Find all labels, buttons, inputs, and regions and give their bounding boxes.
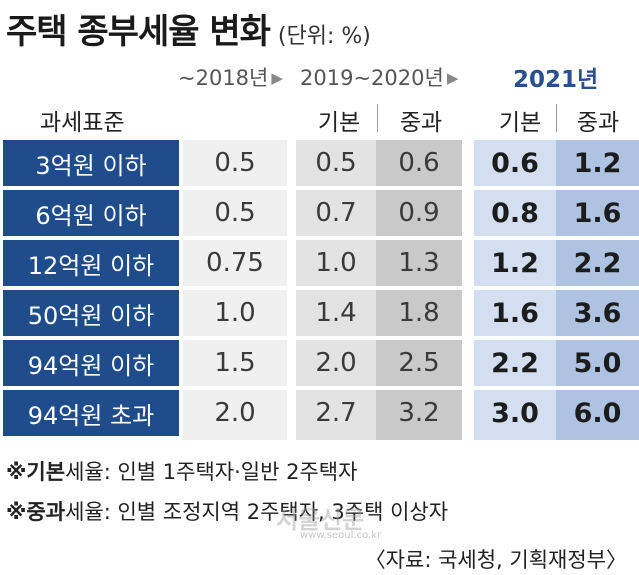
value-2021-basic: 0.6 [491, 147, 539, 179]
value-2018: 0.5 [214, 198, 256, 228]
row-label: 12억원 이하 [3, 240, 179, 286]
value-2021-heavy: 1.6 [573, 197, 622, 229]
value-2019-basic: 2.7 [315, 398, 357, 428]
note-heavy: ※중과세율: 인별 조정지역 2주택자, 3주택 이상자 [6, 496, 448, 526]
row-label: 3억원 이하 [3, 140, 179, 186]
value-2019-heavy: 0.9 [398, 198, 440, 228]
value-2021-heavy: 1.2 [573, 147, 622, 179]
period-2019-header: 2019~2020년 ▶ [300, 62, 458, 92]
value-2021-heavy: 6.0 [573, 397, 622, 429]
period-2021-label: 2021년 [513, 67, 599, 93]
basic-header-2021: 기본 [498, 110, 542, 136]
chart-title: 주택 종부세율 변화 (단위: %) [6, 4, 371, 53]
watermark-url: www.seoul.co.kr [300, 530, 382, 541]
value-2019-basic: 0.5 [315, 148, 357, 178]
value-2021-basic: 0.8 [491, 197, 539, 229]
row-divider [3, 186, 639, 190]
value-2019-basic: 1.4 [315, 298, 357, 328]
header-divider [377, 104, 378, 132]
value-2019-basic: 2.0 [315, 348, 357, 378]
value-2019-heavy: 2.5 [398, 348, 440, 378]
value-2021-heavy: 3.6 [573, 297, 622, 329]
row-divider [3, 236, 639, 240]
row-label: 50억원 이하 [3, 290, 179, 336]
value-2018: 1.5 [214, 348, 256, 378]
period-2019-label: 2019~2020년 [300, 66, 444, 90]
value-2019-basic: 1.0 [315, 248, 357, 278]
source-note: 〈자료: 국세청, 기획재정부〉 [364, 548, 627, 572]
note-basic: ※기본세율: 인별 1주택자·일반 2주택자 [6, 456, 357, 486]
value-2021-heavy: 2.2 [573, 247, 622, 279]
title-text: 주택 종부세율 변화 [6, 12, 271, 52]
heavy-header-2019: 중과 [399, 110, 443, 136]
category-header: 과세표준 [40, 110, 125, 136]
note-basic-label: ※기본 [6, 460, 66, 484]
row-label: 94억원 이하 [3, 340, 179, 386]
value-2018: 1.0 [214, 298, 256, 328]
value-2019-heavy: 1.3 [398, 248, 440, 278]
heavy-header-2021: 중과 [576, 110, 620, 136]
value-2021-basic: 2.2 [491, 347, 539, 379]
basic-header-2019: 기본 [317, 110, 361, 136]
arrow-right-icon: ▶ [271, 69, 283, 87]
period-2018-label: ~2018년 [178, 66, 269, 90]
watermark-logo: 서울신문 [276, 506, 365, 534]
header-divider [556, 104, 557, 132]
arrow-right-icon: ▶ [446, 69, 459, 87]
row-divider [3, 386, 639, 390]
value-2019-heavy: 0.6 [398, 148, 440, 178]
value-2018: 0.75 [206, 248, 264, 278]
value-2018: 0.5 [214, 148, 256, 178]
row-divider [3, 336, 639, 340]
row-label: 6억원 이하 [3, 190, 179, 236]
row-divider [3, 286, 639, 290]
column-2021-basic-band [474, 140, 556, 440]
value-2018: 2.0 [214, 398, 256, 428]
column-2019-basic-band [296, 140, 376, 440]
period-2018-header: ~2018년 ▶ [178, 62, 283, 92]
note-heavy-label: ※중과 [6, 500, 66, 524]
column-2019-heavy-band [376, 140, 462, 440]
unit-label: (단위: %) [277, 24, 371, 49]
row-label: 94억원 초과 [3, 390, 179, 436]
value-2019-basic: 0.7 [315, 198, 357, 228]
value-2019-heavy: 3.2 [398, 398, 440, 428]
column-2021-heavy-band [556, 140, 639, 440]
value-2021-basic: 1.6 [491, 297, 539, 329]
column-2018-band [183, 140, 287, 440]
value-2021-basic: 1.2 [491, 247, 539, 279]
value-2021-basic: 3.0 [491, 397, 539, 429]
note-heavy-text: 세율: 인별 조정지역 2주택자, 3주택 이상자 [65, 500, 449, 524]
value-2019-heavy: 1.8 [398, 298, 440, 328]
note-basic-text: 세율: 인별 1주택자·일반 2주택자 [65, 460, 358, 484]
value-2021-heavy: 5.0 [573, 347, 622, 379]
